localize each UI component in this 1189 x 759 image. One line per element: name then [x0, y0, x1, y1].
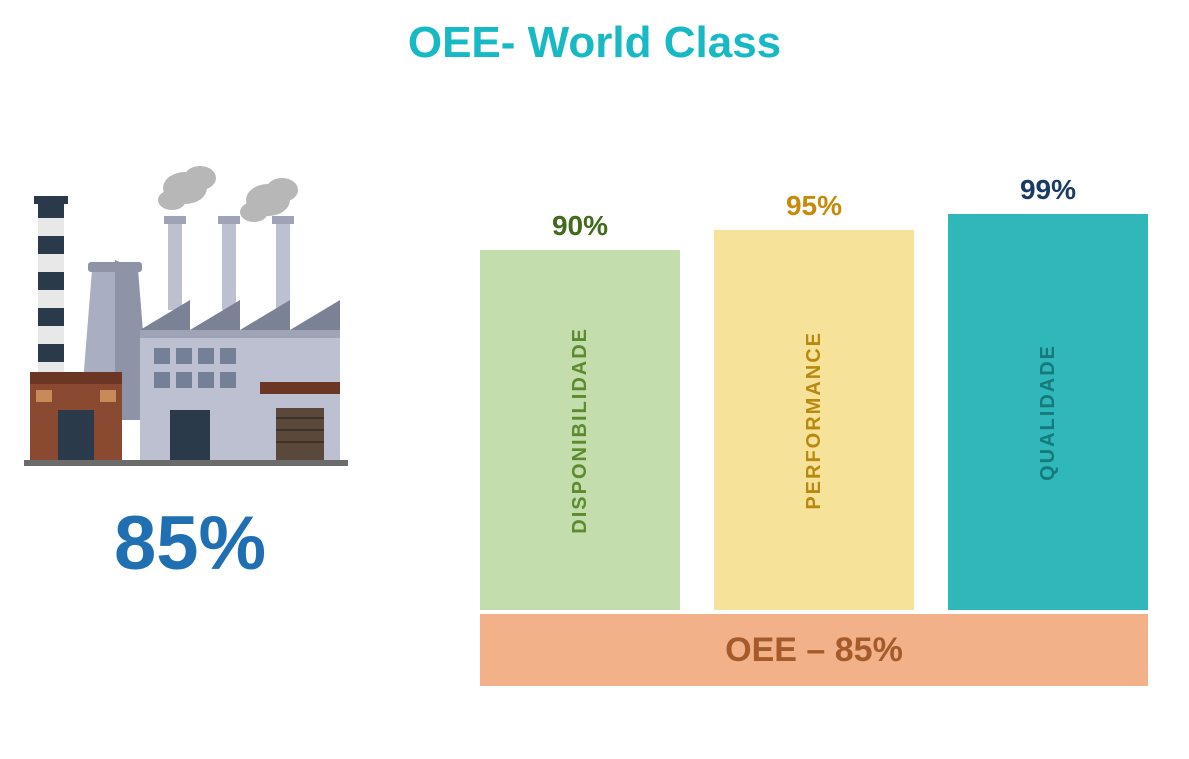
bar-pct-2: 99% — [1020, 174, 1076, 206]
page-title: OEE- World Class — [0, 18, 1189, 68]
oee-result-text: OEE – 85% — [725, 631, 903, 670]
left-panel: 85% — [0, 160, 380, 587]
bar-label-2: QUALIDADE — [1037, 344, 1060, 481]
ground-icon — [24, 460, 348, 466]
factory-icon — [20, 160, 360, 480]
bar-label-1: PERFORMANCE — [803, 331, 826, 510]
brick-building-icon — [30, 372, 122, 460]
bars-row: 90% DISPONIBILIDADE 95% PERFORMANCE 99% QUALI… — [480, 150, 1180, 610]
bar-box-2: QUALIDADE — [948, 214, 1148, 610]
bar-wrap-0: 90% DISPONIBILIDADE — [480, 210, 680, 610]
small-chimneys-icon — [164, 216, 294, 310]
bar-box-1: PERFORMANCE — [714, 230, 914, 610]
main-building-icon — [140, 300, 340, 460]
bar-box-0: DISPONIBILIDADE — [480, 250, 680, 610]
smoke-icon — [158, 166, 298, 222]
bar-label-0: DISPONIBILIDADE — [569, 327, 592, 534]
bar-pct-0: 90% — [552, 210, 608, 242]
oee-result-bar: OEE – 85% — [480, 614, 1148, 686]
bar-wrap-2: 99% QUALIDADE — [948, 174, 1148, 610]
bar-pct-1: 95% — [786, 190, 842, 222]
oee-world-class-percent: 85% — [0, 500, 380, 587]
chart-panel: 90% DISPONIBILIDADE 95% PERFORMANCE 99% QUALI… — [480, 150, 1180, 686]
bar-wrap-1: 95% PERFORMANCE — [714, 190, 914, 610]
